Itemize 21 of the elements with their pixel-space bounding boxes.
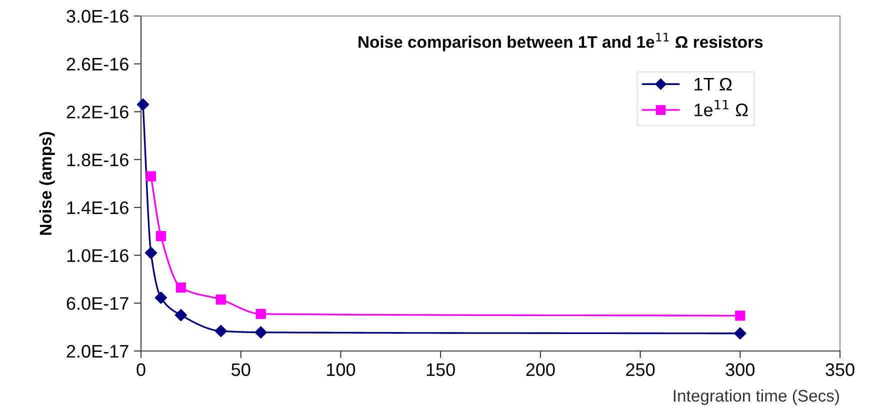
y-tick-label: 6.0E-17: [66, 297, 128, 310]
legend-label: 1e$^{11}$ Ω: [694, 100, 748, 116]
x-tick-label: 200: [526, 363, 555, 376]
x-tick-label: 50: [232, 363, 250, 376]
text: Noise comparison between 1T and 1e$^{11}$ Ω resistors: [358, 32, 763, 52]
x-tick-label: 0: [136, 363, 146, 376]
x-tick-label: 250: [626, 363, 655, 376]
y-tick-label: 2.0E-17: [66, 344, 128, 358]
y-tick-label: 1.0E-16: [67, 249, 128, 262]
y-tick-label: 2.6E-16: [66, 58, 128, 71]
x-tick-label: 100: [327, 363, 356, 376]
y-tick-label: 1.4E-16: [67, 201, 128, 214]
x-tick-label: 150: [426, 363, 455, 376]
x-tick-label: 300: [726, 363, 754, 376]
y-axis-title: Noise (amps): [39, 132, 55, 235]
legend-label: 1T Ω: [694, 78, 732, 90]
y-tick-label: 3.0E-16: [66, 10, 128, 23]
y-tick-label: 1.8E-16: [67, 154, 128, 166]
y-tick-label: 2.2E-16: [66, 106, 128, 118]
x-tick-label: 350: [826, 363, 854, 376]
x-axis-title: Integration time (Secs): [674, 389, 839, 405]
